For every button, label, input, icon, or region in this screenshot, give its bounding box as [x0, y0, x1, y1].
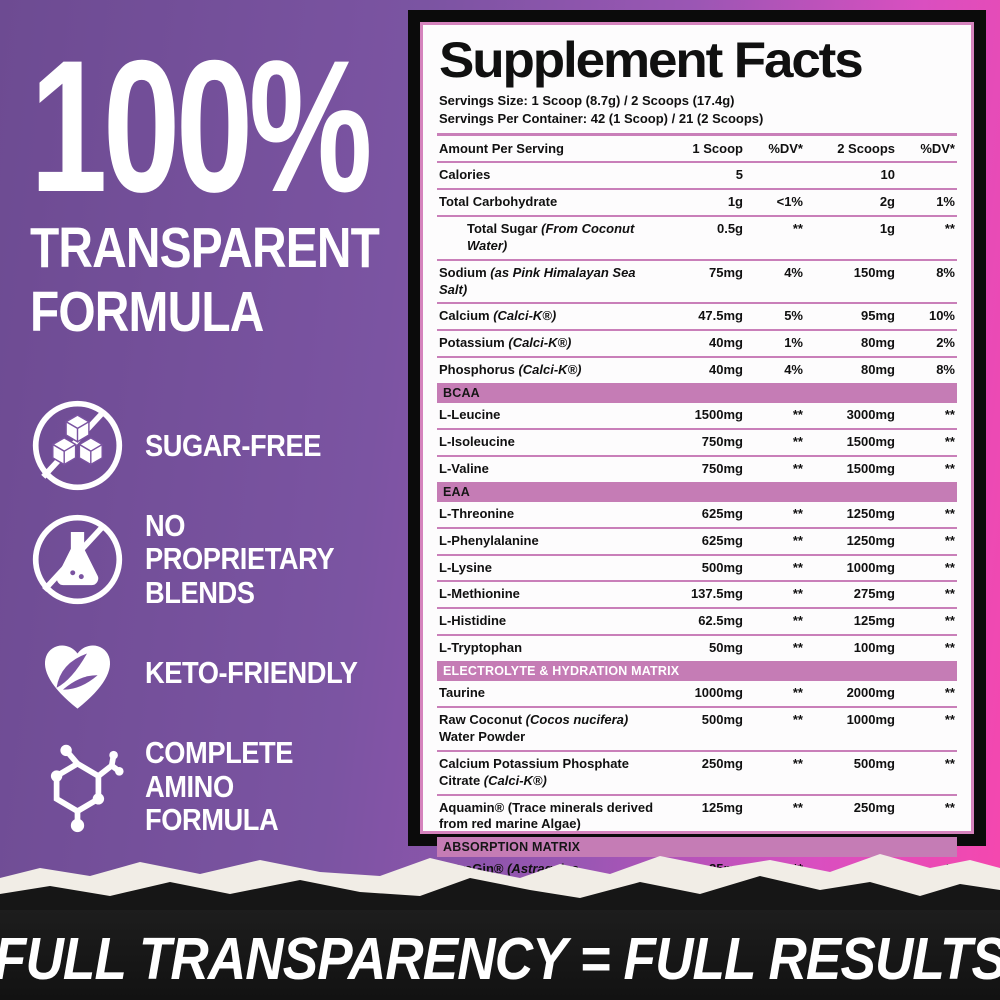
feature-label: NO PROPRIETARY BLENDS [145, 508, 334, 610]
table-row: Calories 5 10 [439, 167, 895, 183]
feature-label: SUGAR-FREE [145, 427, 321, 463]
feature-sugar-free: SUGAR-FREE [30, 398, 405, 493]
column-header-1-scoop: 1 Scoop [692, 141, 743, 157]
supplement-facts-panel: Supplement Facts Servings Size: 1 Scoop … [408, 10, 986, 956]
feature-keto-friendly: KETO-FRIENDLY [30, 625, 405, 720]
bottom-banner: FULL TRANSPARENCY = FULL RESULTS [0, 852, 1000, 1000]
column-header-dv-2: %DV* [920, 141, 955, 157]
table-row: L-Phenylalanine 625mg ** 1250mg ** [437, 526, 957, 554]
facts-table-header: Amount Per Serving 1 Scoop %DV* 2 Scoops… [437, 136, 957, 164]
servings-per-container-line: Servings Per Container: 42 (1 Scoop) / 2… [439, 110, 764, 126]
table-row: Potassium (Calci-K®) 40mg 1% 80mg 2% [437, 329, 957, 356]
table-row: Calcium Potassium Phosphate Citrate (Cal… [437, 749, 957, 794]
table-row: Calcium (Calci-K®) 47.5mg 5% 95mg 10% [437, 302, 957, 329]
servings-info: Servings Size: 1 Scoop (8.7g) / 2 Scoops… [439, 92, 957, 127]
headline-transparent: TRANSPARENT [30, 215, 380, 280]
column-header-2-scoops: 2 Scoops [837, 141, 895, 157]
table-row: Aquamin® (Trace minerals derived from re… [437, 793, 957, 838]
no-proprietary-blends-icon [30, 512, 125, 607]
table-row: Phosphorus (Calci-K®) 40mg 4% 80mg 8% [437, 356, 957, 383]
banner-background [0, 910, 1000, 1000]
feature-list: SUGAR-FREE NO PROPRIETARY BLENDS KETO-FR… [30, 398, 405, 837]
table-row: L-Lysine 500mg ** 1000mg ** [437, 553, 957, 581]
section-header: EAA [437, 481, 957, 502]
table-row: L-Methionine 137.5mg ** 275mg ** [437, 580, 957, 607]
feature-complete-amino-formula: COMPLETE AMINO FORMULA [30, 735, 405, 838]
table-row: L-Leucine 1500mg ** 3000mg ** [439, 407, 955, 423]
section-header: ABSORPTION MATRIX [437, 837, 957, 858]
column-header-amount-per-serving: Amount Per Serving [439, 141, 564, 157]
table-row: L-Isoleucine 750mg ** 1500mg ** [437, 428, 957, 455]
table-row: L-Tryptophan 50mg ** 100mg ** [437, 634, 957, 661]
supplement-facts-inner: Supplement Facts Servings Size: 1 Scoop … [420, 22, 974, 956]
torn-paper-edge [0, 854, 1000, 914]
banner-slogan: FULL TRANSPARENCY = FULL RESULTS [0, 926, 1000, 992]
section-header: BCAA [437, 383, 957, 404]
serving-size-line: Servings Size: 1 Scoop (8.7g) / 2 Scoops… [439, 93, 735, 108]
table-row: L-Threonine 625mg ** 1250mg ** [439, 505, 955, 521]
table-row: Raw Coconut (Cocos nucifera) Water Powde… [437, 706, 957, 750]
table-row: L-Valine 750mg ** 1500mg ** [437, 454, 957, 482]
supplement-facts-title: Supplement Facts [439, 32, 864, 88]
complete-amino-formula-icon [30, 739, 125, 834]
facts-table: Amount Per Serving 1 Scoop %DV* 2 Scoops… [437, 133, 957, 961]
column-header-dv-1: %DV* [768, 141, 803, 157]
keto-friendly-icon [30, 625, 125, 720]
headline-formula: FORMULA [30, 280, 264, 345]
feature-no-proprietary-blends: NO PROPRIETARY BLENDS [30, 509, 405, 609]
table-row: Taurine 1000mg ** 2000mg ** [439, 685, 955, 701]
feature-label: KETO-FRIENDLY [145, 655, 358, 691]
table-row: Total Carbohydrate 1g <1% 2g 1% [437, 187, 957, 215]
left-marketing-column: 100% TRANSPARENT FORMULA [30, 21, 410, 345]
table-row: L-Histidine 62.5mg ** 125mg ** [437, 607, 957, 634]
table-row: Total Sugar (From Coconut Water) 0.5g ** 1g… [437, 214, 957, 259]
sugar-free-icon [30, 398, 125, 493]
feature-label: COMPLETE AMINO FORMULA [145, 735, 294, 838]
table-row: Sodium (as Pink Himalayan Sea Salt) 75mg 4… [437, 258, 957, 303]
headline-100-percent: 100% [30, 21, 373, 231]
facts-table-body: Calories 5 10 Total Carbohydrate 1g <1% 2g 1% To… [437, 163, 957, 916]
section-header: ELECTROLYTE & HYDRATION MATRIX [437, 661, 957, 682]
